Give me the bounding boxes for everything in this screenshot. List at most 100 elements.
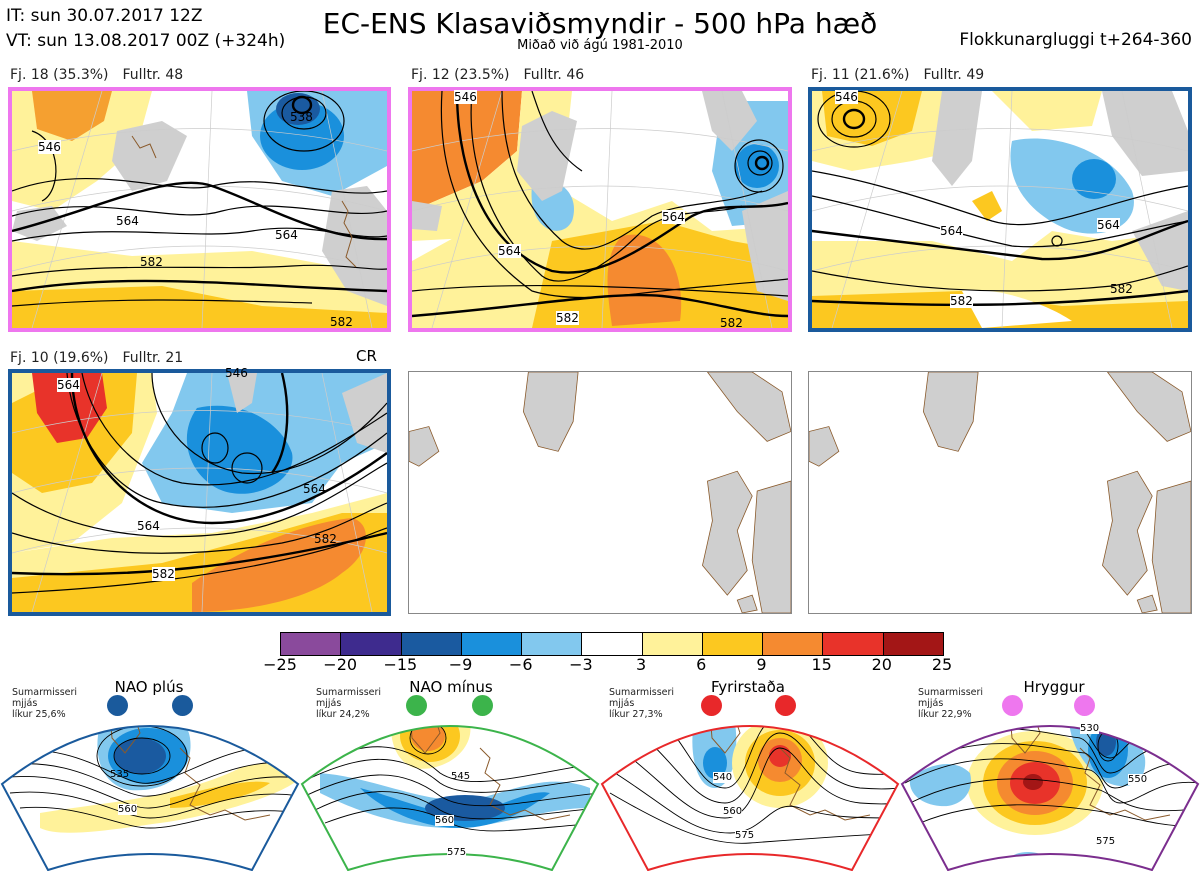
panel-2-contour-label-5: 582 [720,316,743,330]
regime-4-marker-right [1074,695,1095,716]
panel-3-contour-label-3: 564 [1097,218,1120,232]
cluster-map-3 [812,91,1188,328]
regime-3-contour-label-3: 575 [735,830,755,841]
panel-4-contour-label-3: 564 [137,519,160,533]
colorbar-tick: −6 [508,655,533,674]
panel-1-contour-label-2: 538 [290,110,313,124]
regime-4-word: mjjás [918,698,944,709]
regime-1-map [0,725,300,871]
panel-4-cluster: Fj. 10 (19.6%) [10,350,109,366]
regime-4-contour-label-1: 530 [1080,723,1100,734]
regime-4-map [900,725,1200,871]
colorbar-segment [642,633,703,655]
colorbar-segment [341,633,402,655]
regime-3-prob: líkur 27,3% [609,709,663,720]
regime-1-title: NAO plús [114,678,184,696]
panel-1-contour-label-6: 582 [330,315,353,329]
regime-2-marker-left [406,695,427,716]
panel-1-members: Fulltr. 48 [122,67,184,83]
regime-4-contour-label-3: 575 [1096,836,1116,847]
panel-2-members: Fulltr. 46 [523,67,585,83]
regime-3-title: Fyrirstaða [711,678,785,696]
regime-2-prob: líkur 24,2% [316,709,370,720]
panel-3-contour-label-5: 582 [1110,282,1133,296]
colorbar-tick: −15 [383,655,418,674]
regime-1-marker-left [107,695,128,716]
empty-map-5 [409,372,791,613]
colorbar-segment [582,633,643,655]
empty-map-panel-6 [808,371,1192,614]
cluster-map-panel-3 [808,87,1192,332]
regime-3-map [600,725,900,871]
page-title: EC-ENS Klasaviðsmyndir - 500 hPa hæð [322,7,878,40]
panel-4-label: Fj. 10 (19.6%) Fulltr. 21 [10,350,197,366]
panel-3-contour-label-1: 546 [835,90,858,104]
page-subtitle: Miðað við ágú 1981-2010 [517,38,683,53]
panel-4-contour-label-5: 582 [152,567,175,581]
panel-2-cluster: Fj. 12 (23.5%) [411,67,510,83]
regime-1-contour-label-1: 535 [110,769,130,780]
regime-4-marker-left [1002,695,1023,716]
regime-1-contour-label-2: 560 [118,804,138,815]
regime-4-prob: líkur 22,9% [918,709,972,720]
colorbar-segment [401,633,462,655]
panel-2-contour-label-3: 564 [662,210,685,224]
regime-2-title: NAO mínus [409,678,493,696]
panel-3-members: Fulltr. 49 [923,67,985,83]
panel-2-contour-label-1: 546 [454,90,477,104]
colorbar-segment [883,633,943,655]
anomaly-colorbar [280,632,944,656]
regime-2-map [300,725,600,871]
colorbar-segment [522,633,583,655]
panel-4-contour-label-1: 564 [57,378,80,392]
colorbar-segment [702,633,764,655]
panel-2-label: Fj. 12 (23.5%) Fulltr. 46 [411,67,598,83]
cluster-map-2 [412,91,788,328]
colorbar-tick: −25 [263,655,297,674]
panel-4-contour-label-6: 582 [314,532,337,546]
regime-3-contour-label-2: 560 [723,806,743,817]
panel-3-contour-label-4: 582 [950,294,973,308]
panel-4-tag: CR [356,347,377,365]
regime-2-marker-right [472,695,493,716]
panel-1-contour-label-4: 564 [275,228,298,242]
colorbar-ticks: −25 −20 −15 −9 −6 −3 3 6 9 15 20 25 [260,656,962,676]
cluster-map-4 [12,373,387,612]
regime-blocking: Sumarmisseri mjjás líkur 27,3% Fyrirstað… [600,678,900,871]
empty-map-panel-5 [408,371,792,614]
regime-1-word: mjjás [12,698,38,709]
regime-2-contour-label-2: 560 [435,815,455,826]
regime-1-marker-right [172,695,193,716]
colorbar-tick: 20 [871,655,892,674]
panel-3-label: Fj. 11 (21.6%) Fulltr. 49 [811,67,998,83]
valid-time: VT: sun 13.08.2017 00Z (+324h) [6,31,286,51]
regime-2-season: Sumarmisseri [316,687,382,698]
regime-2-contour-label-1: 545 [451,771,471,782]
colorbar-segment [461,633,523,655]
regime-nao-minus: Sumarmisseri mjjás líkur 24,2% NAO mínus [300,678,600,871]
cluster-map-panel-1 [8,87,391,332]
regime-ridge: Sumarmisseri mjjás líkur 22,9% Hryggur [900,678,1200,871]
regime-nao-plus: Sumarmisseri mjjás líkur 25,6% NAO plús [0,678,300,871]
regime-3-marker-left [701,695,722,716]
cluster-window: Flokkunargluggi t+264-360 [959,30,1192,50]
colorbar-segment [281,633,342,655]
regime-4-title: Hryggur [1023,678,1085,696]
regime-2-word: mjjás [316,698,342,709]
regime-3-marker-right [775,695,796,716]
empty-map-6 [809,372,1191,613]
panel-3-contour-label-2: 564 [940,224,963,238]
initial-time: IT: sun 30.07.2017 12Z [6,6,203,26]
regime-3-contour-label-1: 540 [713,772,733,783]
panel-1-contour-label-1: 546 [38,140,61,154]
panel-1-label: Fj. 18 (35.3%) Fulltr. 48 [10,67,197,83]
regime-2-contour-label-3: 575 [447,847,467,858]
colorbar-tick: 3 [635,655,647,674]
panel-1-cluster: Fj. 18 (35.3%) [10,67,109,83]
panel-1-contour-label-5: 582 [140,255,163,269]
colorbar-tick: 6 [696,655,707,674]
colorbar-tick: −9 [448,655,473,674]
colorbar-tick: −3 [569,655,593,674]
colorbar-tick: 25 [931,655,953,674]
panel-2-contour-label-2: 564 [498,244,521,258]
